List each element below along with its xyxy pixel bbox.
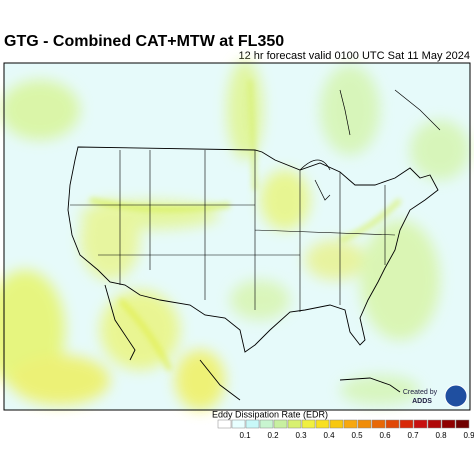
colorbar-cell <box>399 419 414 429</box>
colorbar-cell <box>273 419 288 429</box>
colorbar-cell <box>385 419 400 429</box>
great-lakes <box>299 159 331 201</box>
colorbar-cell <box>217 419 232 429</box>
credit-line1: Created by <box>403 389 438 396</box>
colorbar-cell <box>301 419 316 429</box>
colorbar-cell <box>357 419 372 429</box>
mexico-coast <box>104 284 241 401</box>
colorbar-cell <box>231 419 246 429</box>
colorbar-cell <box>371 419 386 429</box>
canada-coast <box>339 89 441 136</box>
legend-tick-label: 0.1 <box>239 431 251 440</box>
credit-line2: ADDS <box>412 398 432 405</box>
colorbar: 0.1 0.2 0.3 0.4 0.5 0.6 0.7 0.8 0.9 <box>217 419 474 440</box>
legend-tick-label: 0.5 <box>351 431 363 440</box>
title: GTG - Combined CAT+MTW at FL350 <box>4 33 284 50</box>
colorbar-cell <box>413 419 428 429</box>
legend-tick-label: 0.9 <box>463 431 474 440</box>
legend-tick-label: 0.2 <box>267 431 279 440</box>
legend-label: Eddy Dissipation Rate (EDR) <box>212 409 328 419</box>
colorbar-cell <box>343 419 358 429</box>
noaa-logo <box>444 384 468 408</box>
colorbar-cell <box>259 419 274 429</box>
legend-tick-label: 0.4 <box>323 431 335 440</box>
colorbar-cell <box>315 419 330 429</box>
turbulence-field <box>0 60 470 410</box>
subtitle: 12 hr forecast valid 0100 UTC Sat 11 May… <box>238 50 470 62</box>
map-frame <box>3 62 471 411</box>
colorbar-cell <box>455 419 470 429</box>
legend-tick-label: 0.6 <box>379 431 391 440</box>
colorbar-cell <box>441 419 456 429</box>
legend-tick-label: 0.8 <box>435 431 447 440</box>
colorbar-cell <box>427 419 442 429</box>
colorbar-cell <box>329 419 344 429</box>
colorbar-cell <box>287 419 302 429</box>
cuba <box>339 377 401 393</box>
turbulence-streaks <box>89 79 402 372</box>
colorbar-cell <box>245 419 260 429</box>
state-lines <box>70 150 396 312</box>
legend-tick-label: 0.7 <box>407 431 419 440</box>
boundaries <box>67 89 441 401</box>
map: Created by ADDS <box>0 60 471 411</box>
legend-tick-label: 0.3 <box>295 431 307 440</box>
